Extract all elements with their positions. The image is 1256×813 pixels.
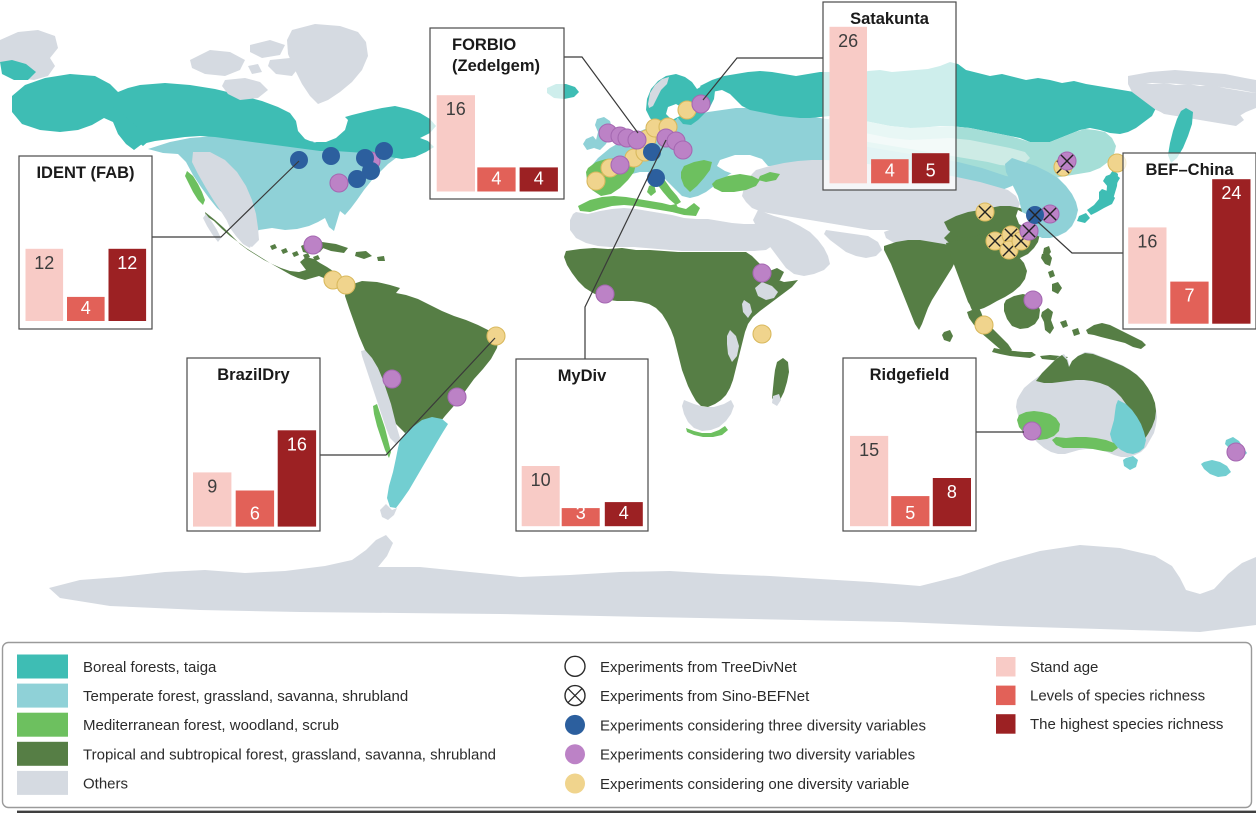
svg-text:15: 15: [859, 440, 879, 460]
svg-text:The highest species richness: The highest species richness: [1030, 716, 1223, 733]
svg-text:Levels of species richness: Levels of species richness: [1030, 688, 1205, 705]
svg-text:3: 3: [576, 503, 586, 523]
svg-text:12: 12: [34, 253, 54, 273]
svg-text:Experiments considering three: Experiments considering three diversity …: [600, 717, 926, 734]
svg-text:FORBIO: FORBIO: [452, 36, 516, 54]
svg-text:8: 8: [947, 482, 957, 502]
svg-text:Satakunta: Satakunta: [850, 10, 930, 28]
svg-text:26: 26: [838, 31, 858, 51]
svg-text:MyDiv: MyDiv: [558, 367, 607, 385]
svg-text:Experiments from Sino-BEFNet: Experiments from Sino-BEFNet: [600, 688, 810, 705]
svg-text:4: 4: [885, 160, 895, 180]
svg-text:6: 6: [250, 504, 260, 524]
svg-text:(Zedelgem): (Zedelgem): [452, 57, 540, 75]
svg-text:Others: Others: [83, 775, 128, 792]
svg-text:12: 12: [117, 253, 137, 273]
svg-text:16: 16: [287, 434, 307, 454]
svg-text:10: 10: [531, 470, 551, 490]
svg-text:Temperate forest, grassland, s: Temperate forest, grassland, savanna, sh…: [83, 688, 408, 705]
svg-text:7: 7: [1184, 286, 1194, 306]
svg-text:BEF–China: BEF–China: [1145, 161, 1234, 179]
svg-text:4: 4: [81, 298, 91, 318]
svg-text:Experiments considering two di: Experiments considering two diversity va…: [600, 747, 915, 764]
svg-text:BrazilDry: BrazilDry: [217, 366, 290, 384]
svg-text:9: 9: [207, 476, 217, 496]
svg-text:Experiments from TreeDivNet: Experiments from TreeDivNet: [600, 659, 798, 676]
svg-text:4: 4: [534, 169, 544, 189]
svg-text:Stand age: Stand age: [1030, 659, 1098, 676]
svg-text:Ridgefield: Ridgefield: [870, 366, 950, 384]
svg-text:Mediterranean forest, woodland: Mediterranean forest, woodland, scrub: [83, 717, 339, 734]
svg-text:4: 4: [491, 169, 501, 189]
svg-text:Boreal forests, taiga: Boreal forests, taiga: [83, 659, 217, 676]
svg-text:24: 24: [1221, 183, 1241, 203]
svg-text:16: 16: [446, 99, 466, 119]
svg-text:16: 16: [1137, 231, 1157, 251]
svg-text:Experiments considering one di: Experiments considering one diversity va…: [600, 776, 909, 793]
svg-text:Tropical and subtropical fores: Tropical and subtropical forest, grassla…: [83, 746, 496, 763]
svg-text:IDENT (FAB): IDENT (FAB): [36, 164, 134, 182]
svg-text:5: 5: [926, 160, 936, 180]
svg-text:5: 5: [905, 503, 915, 523]
svg-text:4: 4: [619, 503, 629, 523]
